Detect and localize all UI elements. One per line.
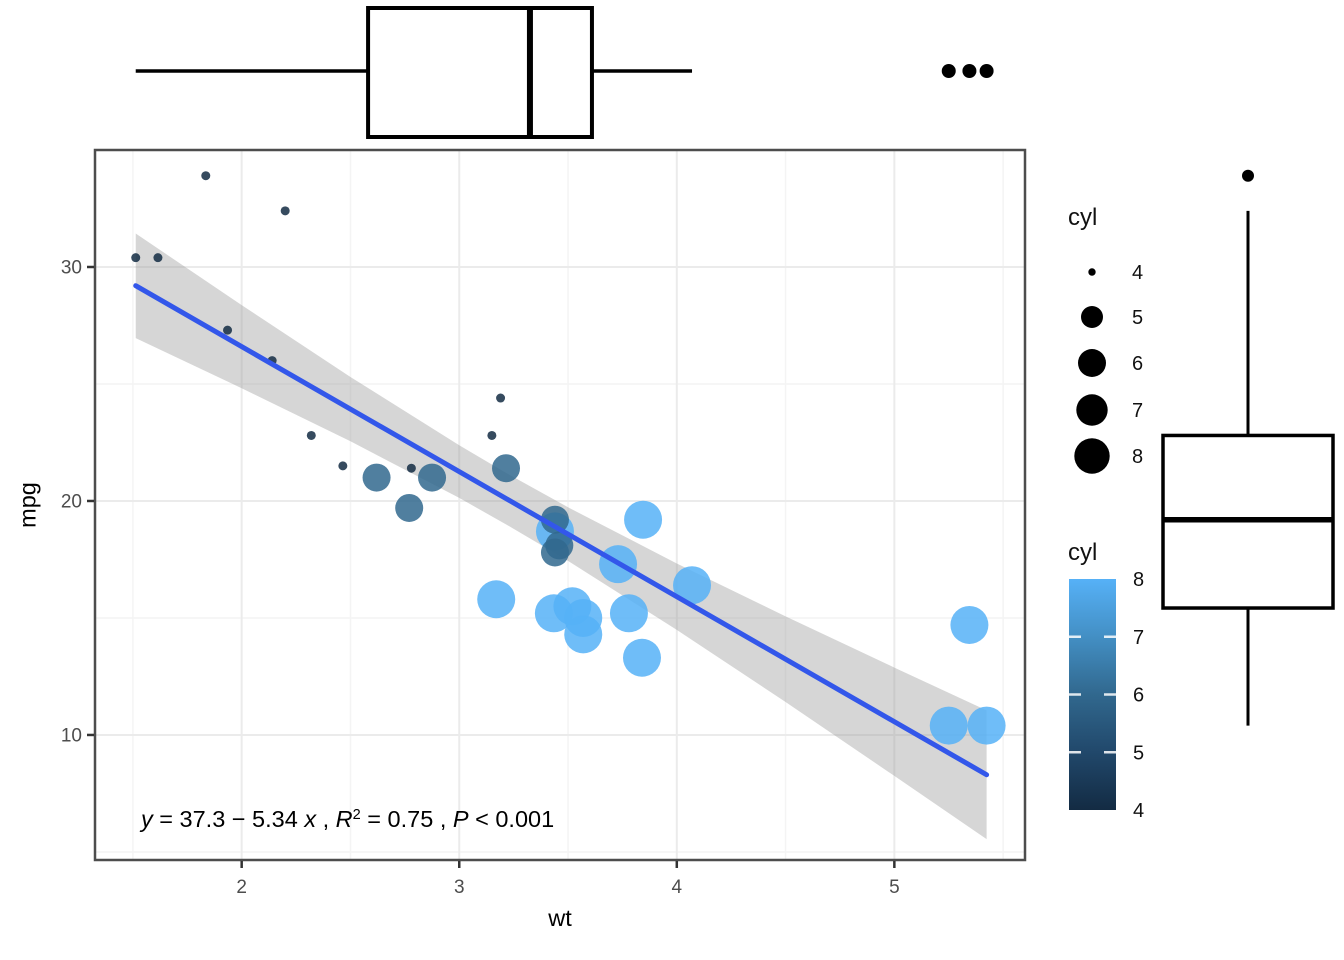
colorbar-label: 4 [1133,800,1144,822]
size-legend-label: 7 [1132,400,1143,422]
scatter-point [201,171,211,181]
scatter-point [280,206,290,216]
scatter-point [540,538,569,567]
size-legend-title: cyl [1068,204,1098,231]
size-legend-key [1074,438,1110,474]
equation-segment: R [335,806,353,832]
y-tick-label: 30 [61,257,82,278]
scatter-point [395,493,424,522]
colorbar-label: 8 [1133,569,1144,591]
top-boxplot-outlier [941,64,956,78]
scatter-point [622,638,661,677]
top-boxplot-outlier [962,64,977,78]
y-axis-title: mpg [14,482,41,528]
scatter-point [487,430,497,440]
scatter-point [338,461,348,471]
x-tick-label: 4 [672,877,683,898]
right-boxplot-outlier [1242,169,1254,182]
panel-border [93,148,1027,862]
colorbar-label: 5 [1133,742,1144,764]
x-axis-title: wt [548,905,572,931]
scatter-point [540,505,569,534]
x-tick-label: 3 [454,877,465,898]
colorbar-label: 7 [1133,627,1144,649]
size-legend-label: 5 [1132,307,1143,329]
scatter-point [496,393,506,403]
size-legend-key [1078,349,1106,377]
scatter-point [929,706,968,745]
regression-line [133,283,990,778]
regression-equation-label: y = 37.3 − 5.34 x , R2 = 0.75 , P < 0.00… [141,806,554,833]
y-tick-label: 10 [61,725,82,746]
size-legend-key [1081,306,1103,328]
scatter-point [624,500,663,539]
top-boxplot-outlier [979,64,994,78]
scatter-point [534,594,573,633]
y-tick-label: 20 [61,491,82,512]
colorbar-label: 6 [1133,685,1144,707]
scatter-point [967,706,1006,745]
size-legend-label: 8 [1132,446,1143,468]
scatter-point [492,454,521,483]
size-legend-key [1088,268,1096,276]
scatter-point [406,463,416,473]
equation-segment: y [141,806,153,832]
scatter-point [564,598,603,637]
scatter-point [362,463,391,492]
equation-segment: = 37.3 − 5.34 [152,806,305,832]
equation-segment: 2 [352,807,361,823]
top-boxplot-box [366,6,594,139]
x-tick-label: 5 [889,877,900,898]
scatter-point [418,463,447,492]
scatter-point [223,325,233,335]
equation-segment: P [452,806,469,832]
scatter-point [609,594,648,633]
size-legend-key [1076,394,1108,426]
scatter-point [950,605,989,644]
size-legend-label: 4 [1132,262,1143,284]
equation-segment: x [304,806,317,832]
color-legend-title: cyl [1068,539,1098,566]
x-tick-label: 2 [236,877,247,898]
size-legend-label: 6 [1132,353,1143,375]
equation-segment: , [316,806,336,832]
equation-segment: < 0.001 [468,806,555,832]
scatter-point [153,253,163,263]
scatter-point [673,566,712,605]
scatter-point [306,430,316,440]
scatter-point [131,253,141,263]
equation-segment: = 0.75 , [360,806,453,832]
scatter-point [477,580,516,619]
